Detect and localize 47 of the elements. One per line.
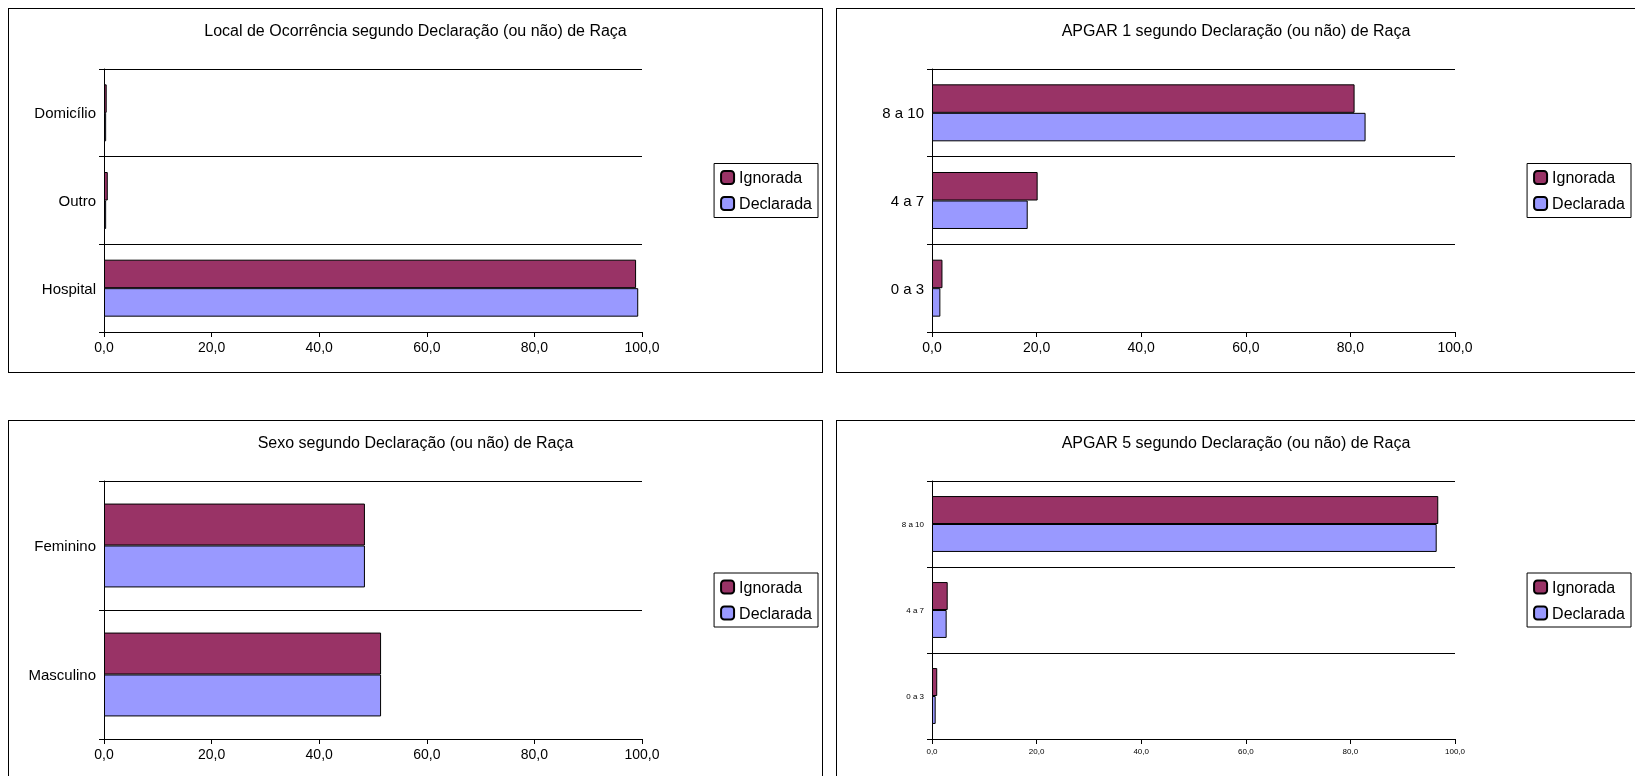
y-tick-label: 8 a 10 xyxy=(901,519,925,529)
x-tick-label: 20,0 xyxy=(197,339,226,355)
y-tick-label: Domicílio xyxy=(34,104,96,122)
x-tick-label: 60,0 xyxy=(1232,339,1260,355)
y-tick-label: 8 a 10 xyxy=(882,104,924,122)
x-tick-label: 100,0 xyxy=(1437,339,1473,355)
x-tick-label: 40,0 xyxy=(1133,746,1150,756)
legend-label: Declarada xyxy=(739,604,813,622)
x-tick-label: 100,0 xyxy=(624,339,660,355)
x-tick-label: 0,0 xyxy=(922,339,942,355)
y-tick-label: 0 a 3 xyxy=(890,279,924,297)
y-tick-label: 4 a 7 xyxy=(906,605,925,615)
x-tick-label: 40,0 xyxy=(305,746,334,762)
chart-title: Local de Ocorrência segundo Declaração (ou não) de Raça xyxy=(204,21,627,39)
x-tick-label: 80,0 xyxy=(1336,339,1365,355)
x-tick-label: 0,0 xyxy=(94,746,114,762)
x-tick-label: 0,0 xyxy=(94,339,114,355)
x-tick-label: 20,0 xyxy=(1022,339,1051,355)
legend-label: Ignorada xyxy=(1552,169,1616,186)
x-tick-label: 100,0 xyxy=(624,746,660,762)
x-tick-label: 80,0 xyxy=(520,746,549,762)
chart-title: Sexo segundo Declaração (ou não) de Raça xyxy=(257,433,574,451)
chart-title: APGAR 5 segundo Declaração (ou não) de Raça xyxy=(1061,433,1411,451)
chart-title: APGAR 1 segundo Declaração (ou não) de Raça xyxy=(1061,21,1411,39)
y-tick-label: Feminino xyxy=(34,537,96,554)
y-tick-label: Outro xyxy=(58,192,96,209)
legend-label: Ignorada xyxy=(739,578,803,596)
y-tick-label: Masculino xyxy=(28,666,96,683)
x-tick-label: 20,0 xyxy=(197,746,226,762)
y-tick-label: Hospital xyxy=(41,279,96,297)
x-tick-label: 0,0 xyxy=(926,746,939,756)
x-tick-label: 80,0 xyxy=(520,339,549,355)
x-tick-label: 80,0 xyxy=(1342,746,1359,756)
x-tick-label: 20,0 xyxy=(1028,746,1045,756)
legend-label: Ignorada xyxy=(1552,578,1616,596)
x-tick-label: 60,0 xyxy=(413,339,441,355)
x-tick-label: 60,0 xyxy=(1238,746,1255,756)
legend-label: Ignorada xyxy=(739,169,803,186)
y-tick-label: 0 a 3 xyxy=(906,691,925,701)
x-tick-label: 60,0 xyxy=(413,746,441,762)
legend-label: Declarada xyxy=(1552,195,1626,212)
legend-label: Declarada xyxy=(1552,604,1626,622)
x-tick-label: 40,0 xyxy=(1127,339,1156,355)
x-tick-label: 40,0 xyxy=(305,339,334,355)
legend-label: Declarada xyxy=(739,195,813,212)
y-tick-label: 4 a 7 xyxy=(890,192,924,209)
x-tick-label: 100,0 xyxy=(1444,746,1466,756)
